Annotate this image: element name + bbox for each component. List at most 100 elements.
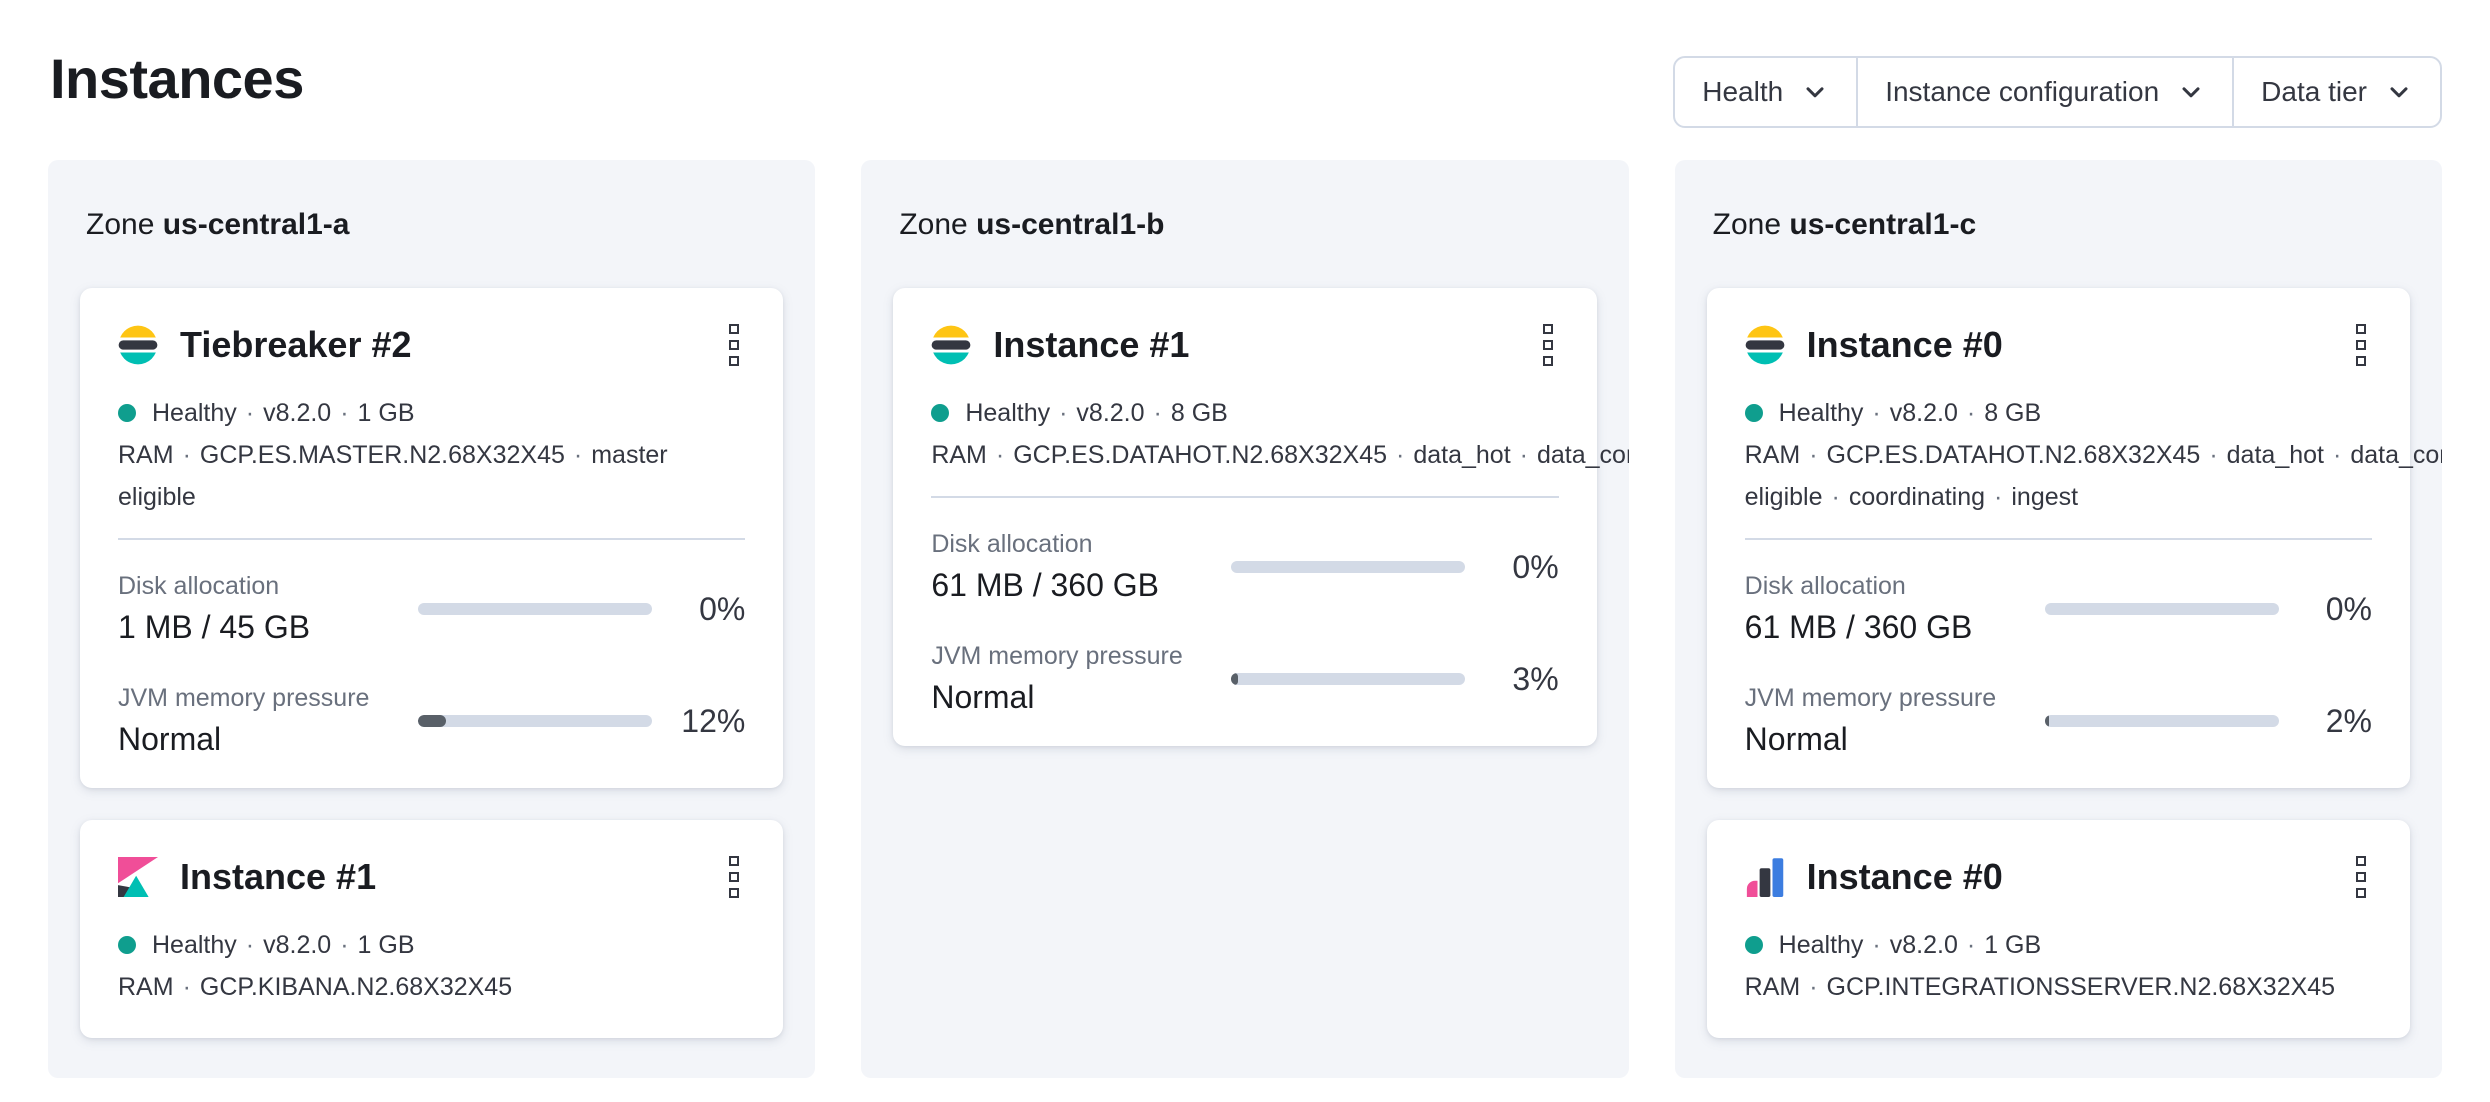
health-dot-icon <box>1744 936 1763 954</box>
kebab-menu-button[interactable] <box>723 322 745 368</box>
zone-prefix: Zone <box>1712 208 1782 241</box>
progress-bar <box>2044 603 2279 615</box>
status-segment: 1 GB RAM <box>1744 931 2042 1001</box>
metric-label: JVM memory pressure <box>931 642 1183 670</box>
status-text: Healthy · v8.2.0 · 8 GB RAM · GCP.ES.DATAHOT.N… <box>931 392 1629 476</box>
status-segment: 8 GB RAM <box>1744 399 2042 469</box>
separator-dot: · <box>1872 399 1881 427</box>
metric-row-disk-allocation: Disk allocation 61 MB / 360 GB 0% <box>931 530 1558 604</box>
kebab-menu-button[interactable] <box>723 854 745 900</box>
instance-title: Instance #0 <box>1806 324 2003 365</box>
instance-card: Instance #1 Healthy · v8.2.0 · 1 GB RAM · GCP.… <box>80 820 784 1038</box>
filter-button-data-tier[interactable]: Data tier <box>2234 58 2440 126</box>
separator-dot: · <box>1872 931 1881 959</box>
progress-bar <box>418 715 652 727</box>
filter-label: Instance configuration <box>1885 76 2160 107</box>
metric-percent: 12% <box>681 702 746 739</box>
metric-label: JVM memory pressure <box>1744 684 1997 712</box>
separator-dot: · <box>1153 399 1162 427</box>
progress-bar <box>1231 673 1466 685</box>
zone-prefix: Zone <box>899 208 968 241</box>
zone-name: us-central1-b <box>976 208 1165 241</box>
elasticsearch-logo-icon <box>931 325 971 365</box>
instance-title: Instance #1 <box>180 856 377 897</box>
metric-label: Disk allocation <box>1744 572 1906 600</box>
filter-button-instance-configuration[interactable]: Instance configuration <box>1858 58 2235 126</box>
health-dot-icon <box>118 404 136 422</box>
status-segment: master eligible <box>118 441 668 511</box>
metric-percent: 0% <box>699 590 746 627</box>
metric-value: 61 MB / 360 GB <box>1744 609 1973 645</box>
separator-dot: · <box>1059 399 1068 427</box>
status-segment: data_content <box>1536 441 1629 469</box>
zone-name: us-central1-a <box>162 208 350 241</box>
zone-panel-us-central1-b: Zone us-central1-b Instance #1 <box>861 160 1629 1078</box>
separator-dot: · <box>2209 441 2218 469</box>
kebab-menu-button[interactable] <box>2350 322 2372 368</box>
divider <box>931 496 1559 498</box>
progress-bar-fill <box>418 715 447 727</box>
health-dot-icon <box>931 404 950 422</box>
status-segment: 1 GB RAM <box>118 399 415 469</box>
metric-value: 61 MB / 360 GB <box>931 567 1159 603</box>
status-segment: GCP.ES.DATAHOT.N2.68X32X45 <box>1013 441 1387 469</box>
instance-card: Instance #1 Healthy · v8.2.0 · 8 GB RAM · GCP.… <box>893 288 1629 746</box>
progress-bar <box>1231 561 1466 573</box>
progress-bar <box>418 603 652 615</box>
instance-card: Instance #0 Healthy · v8.2.0 · 8 GB RAM · GCP.… <box>1706 288 2442 788</box>
integrations-server-icon <box>1746 858 1783 897</box>
metric-label: Disk allocation <box>931 530 1093 558</box>
status-segment: GCP.ES.DATAHOT.N2.68X32X45 <box>1826 441 2201 469</box>
status-segment: coordinating <box>1848 483 1986 511</box>
status-text: Healthy · v8.2.0 · 8 GB RAM · GCP.ES.DATAHOT.N… <box>1744 392 2442 518</box>
instance-card: Instance #0 Healthy · v8.2.0 · 1 GB RAM · GCP.… <box>1706 820 2410 1038</box>
metric-row-disk-allocation: Disk allocation 1 MB / 45 GB 0% <box>118 572 745 646</box>
metric-percent: 3% <box>1512 660 1559 697</box>
filter-label: Data tier <box>2261 76 2367 107</box>
status-segment: v8.2.0 <box>1889 931 1958 959</box>
status-segment: 8 GB RAM <box>931 399 1228 469</box>
boxes-vertical-icon <box>729 324 740 366</box>
status-segment: Healthy <box>965 399 1051 427</box>
status-segment: 1 GB RAM <box>118 931 415 1001</box>
separator-dot: · <box>573 441 583 469</box>
kebab-menu-button[interactable] <box>2350 854 2372 900</box>
metric-row-jvm-memory-pressure: JVM memory pressure Normal 2% <box>1745 684 2372 758</box>
separator-dot: · <box>1966 399 1976 427</box>
status-segment: data_hot <box>1413 441 1511 469</box>
status-segment: Healthy <box>1778 399 1864 427</box>
filter-group: Health Instance configuration Data tier <box>1673 56 2442 128</box>
status-segment: Healthy <box>152 931 237 959</box>
zones-grid: Zone us-central1-a Tiebreaker #2 <box>48 160 2442 1078</box>
metric-percent: 2% <box>2325 702 2372 739</box>
progress-bar-fill <box>2044 715 2050 727</box>
page-title: Instances <box>50 47 304 110</box>
separator-dot: · <box>1831 483 1840 511</box>
kibana-logo-icon <box>118 857 158 897</box>
separator-dot: · <box>340 931 349 959</box>
divider <box>1744 538 2372 540</box>
separator-dot: · <box>1994 483 2003 511</box>
instance-title: Tiebreaker #2 <box>180 324 412 365</box>
filter-button-health[interactable]: Health <box>1675 58 1859 126</box>
boxes-vertical-icon <box>729 856 740 898</box>
zone-name: us-central1-c <box>1789 208 1977 241</box>
separator-dot: · <box>182 973 191 1001</box>
health-dot-icon <box>118 936 136 954</box>
separator-dot: · <box>182 441 191 469</box>
status-segment: master eligible <box>1744 483 1823 511</box>
metric-value: Normal <box>931 679 1035 715</box>
boxes-vertical-icon <box>2355 856 2366 898</box>
separator-dot: · <box>340 399 349 427</box>
zone-label: Zone us-central1-c <box>1713 208 2410 242</box>
separator-dot: · <box>1966 931 1976 959</box>
kebab-menu-button[interactable] <box>1537 322 1559 368</box>
status-segment: GCP.ES.MASTER.N2.68X32X45 <box>199 441 565 469</box>
metric-value: Normal <box>118 721 222 757</box>
zone-prefix: Zone <box>86 208 155 241</box>
metric-percent: 0% <box>1512 548 1559 585</box>
separator-dot: · <box>1519 441 1528 469</box>
status-segment: data_content <box>2350 441 2442 469</box>
filter-label: Health <box>1702 76 1784 107</box>
status-segment: GCP.KIBANA.N2.68X32X45 <box>199 973 513 1001</box>
